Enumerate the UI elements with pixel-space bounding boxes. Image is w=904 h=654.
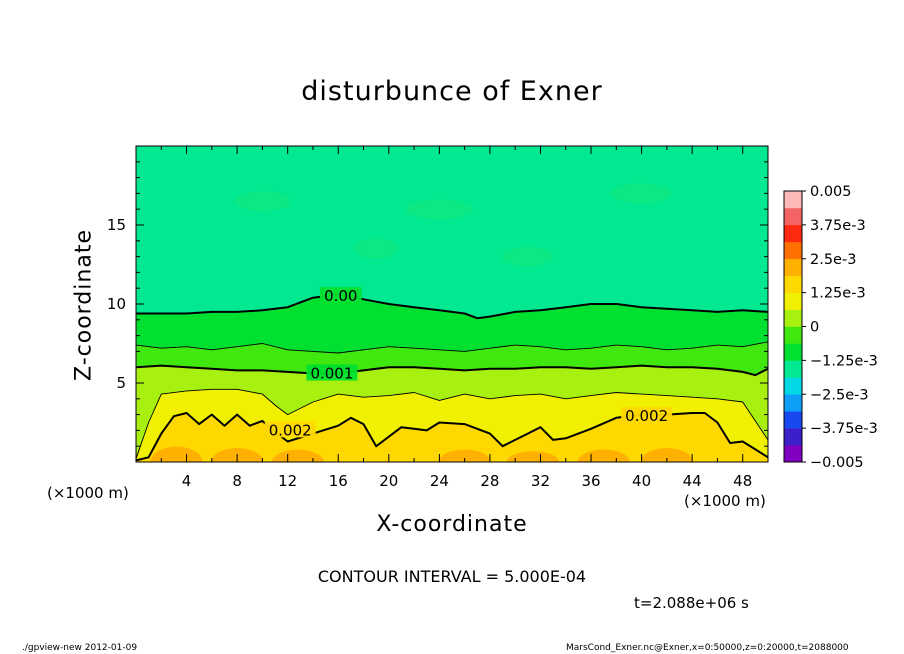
colorbar-label-5: −1.25e-3 <box>810 353 878 369</box>
fill-pocket-3 <box>438 449 491 462</box>
contour-lines <box>136 293 768 462</box>
x-tick-label-7: 32 <box>531 472 550 490</box>
contour-label-bg-1 <box>306 364 358 381</box>
contour-label-1: 0.001 <box>310 365 353 383</box>
contour-label-bg-0 <box>319 287 362 304</box>
colorbar-label-2: 2.5e-3 <box>810 252 856 268</box>
fill-texture-3 <box>354 238 399 259</box>
x-tick-label-4: 20 <box>379 472 398 490</box>
contour-label-bg-2 <box>264 421 316 438</box>
x-tick-label-2: 12 <box>278 472 297 490</box>
colorbar-swatch-6 <box>784 343 802 361</box>
x-tick-label-9: 40 <box>632 472 651 490</box>
contour-line-1 <box>136 341 768 354</box>
colorbar-swatch-10 <box>784 275 802 293</box>
x-unit-label-right: (×1000 m) <box>684 492 766 510</box>
colorbar-swatch-0 <box>784 445 802 463</box>
contour-line-0 <box>136 293 768 320</box>
y-tick-label-2: 15 <box>107 216 126 234</box>
colorbar-label-4: 0 <box>810 320 819 336</box>
x-tick-label-6: 28 <box>480 472 499 490</box>
colorbar-swatch-5 <box>784 360 802 378</box>
colorbar-label-6: −2.5e-3 <box>810 387 869 403</box>
colorbar-swatch-13 <box>784 224 802 243</box>
fill-band-4 <box>136 413 768 462</box>
fill-pocket-4 <box>506 451 559 462</box>
x-tick-label-8: 36 <box>581 472 600 490</box>
colorbar-swatch-12 <box>784 241 802 260</box>
colorbar-swatch-11 <box>784 258 802 276</box>
contour-label-0: 0.00 <box>324 287 357 305</box>
time-label: t=2.088e+06 s <box>634 594 749 612</box>
contour-interval-label: CONTOUR INTERVAL = 5.000E-04 <box>317 567 587 586</box>
x-axis-label: X-coordinate <box>376 512 528 537</box>
colorbar-swatch-9 <box>784 292 802 310</box>
contour-label-2: 0.002 <box>269 421 312 439</box>
colorbar-label-3: 1.25e-3 <box>810 286 866 302</box>
x-tick-label-0: 4 <box>182 472 192 490</box>
colorbar: 0.005 3.75e-3 2.5e-3 1.25e-3 0 −1.25e-3 −2.5e-… <box>783 184 878 471</box>
x-tick-label-3: 16 <box>329 472 348 490</box>
footer-left: ./gpview-new 2012-01-09 <box>22 643 138 653</box>
colorbar-swatch-2 <box>784 411 802 429</box>
colorbar-label-8: −0.005 <box>810 455 864 471</box>
colorbar-swatch-14 <box>784 207 802 226</box>
footer-right: MarsCond_Exner.nc@Exner,x=0:50000,z=0:20… <box>566 643 849 653</box>
contour-labels: 0.00 0.001 0.002 0.002 <box>264 287 673 439</box>
fill-pocket-2 <box>271 449 324 462</box>
colorbar-label-7: −3.75e-3 <box>810 421 878 437</box>
contour-label-3: 0.002 <box>625 407 668 425</box>
fill-pocket-0 <box>150 446 203 462</box>
colorbar-swatch-3 <box>784 394 802 412</box>
contour-line-2 <box>136 364 768 377</box>
colorbar-swatch-1 <box>784 428 802 446</box>
colorbar-swatch-8 <box>784 309 802 327</box>
fill-texture-4 <box>501 246 554 267</box>
x-tick-label-5: 24 <box>430 472 449 490</box>
colorbar-label-0: 0.005 <box>810 184 852 200</box>
x-tick-label-10: 44 <box>683 472 702 490</box>
x-tick-label-11: 48 <box>733 472 752 490</box>
chart-title: disturbunce of Exner <box>301 76 603 107</box>
contour-label-bg-3 <box>621 407 673 424</box>
colorbar-swatch-4 <box>784 377 802 395</box>
fill-texture-1 <box>405 199 474 220</box>
colorbar-swatch-15 <box>784 191 802 209</box>
colorbar-swatch-7 <box>784 326 802 344</box>
x-tick-label-1: 8 <box>232 472 242 490</box>
y-tick-label-0: 5 <box>116 374 126 392</box>
fill-pocket-6 <box>640 448 693 462</box>
x-unit-label-left: (×1000 m) <box>47 484 129 502</box>
filled-contours <box>136 146 768 462</box>
fill-texture-0 <box>234 191 291 212</box>
colorbar-label-1: 3.75e-3 <box>810 218 866 234</box>
y-tick-label-1: 10 <box>107 295 126 313</box>
contour-line-3 <box>136 388 768 459</box>
fill-texture-2 <box>611 183 672 204</box>
